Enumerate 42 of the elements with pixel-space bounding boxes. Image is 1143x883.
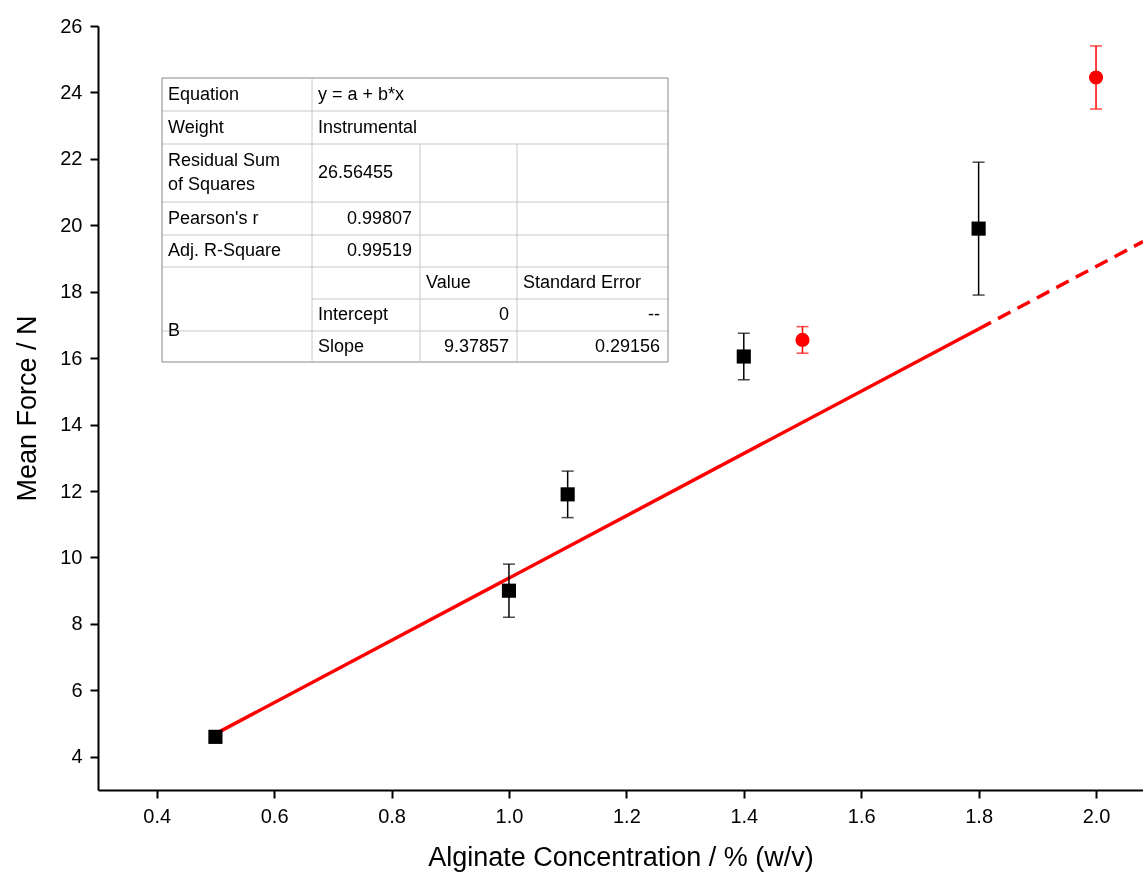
y-tick-label: 16 [60,346,83,369]
annotation: y = a + b*x [318,83,405,104]
x-tick-label: 1.0 [495,804,524,827]
y-tick-label: 8 [71,612,83,635]
y-tick-label: 20 [60,213,83,236]
x-tick-label: 0.6 [260,804,289,827]
annotation: 0 [498,304,509,324]
x-axis-title: Alginate Concentration / % (w/v) [428,841,814,872]
annotation: 26.56455 [318,162,394,182]
annotation: Slope [318,335,365,356]
x-tick-label: 1.4 [730,804,759,827]
annotation: Pearson's r [168,207,259,228]
annotation: Residual Sum of Squares [168,150,281,194]
x-tick-label: 1.8 [965,804,994,827]
annotation: Value [426,272,471,292]
y-tick-label: 24 [60,80,83,103]
annotation: Weight [168,116,224,137]
annotation: Instrumental [318,116,418,137]
annotation: Adj. R-Square [168,240,282,260]
x-tick-label: 1.6 [847,804,876,827]
y-tick-label: 14 [60,413,83,436]
annotation: Standard Error [523,272,642,292]
annotation: -- [648,304,660,324]
annotation: 9.37857 [443,335,509,356]
annotation: 0.99807 [346,207,412,228]
annotation: 0.99519 [346,240,412,260]
x-tick-label: 0.4 [143,804,172,827]
y-tick-label: 10 [60,545,83,568]
x-tick-label: 0.8 [378,804,406,827]
y-tick-label: 12 [60,479,83,502]
y-axis-title: Mean Force / N [12,315,43,502]
y-tick-label: 26 [60,14,83,37]
y-tick-label: 22 [60,147,83,170]
y-tick-label: 18 [60,280,83,303]
annotation: Equation [168,83,240,104]
x-tick-label: 1.2 [612,804,641,827]
y-tick-label: 6 [71,678,83,701]
annotation: 0.29156 [594,335,660,356]
annotation: B [168,319,181,340]
annotation: Intercept [318,304,389,324]
y-tick-label: 4 [71,745,83,768]
x-tick-label: 2.0 [1082,804,1111,827]
